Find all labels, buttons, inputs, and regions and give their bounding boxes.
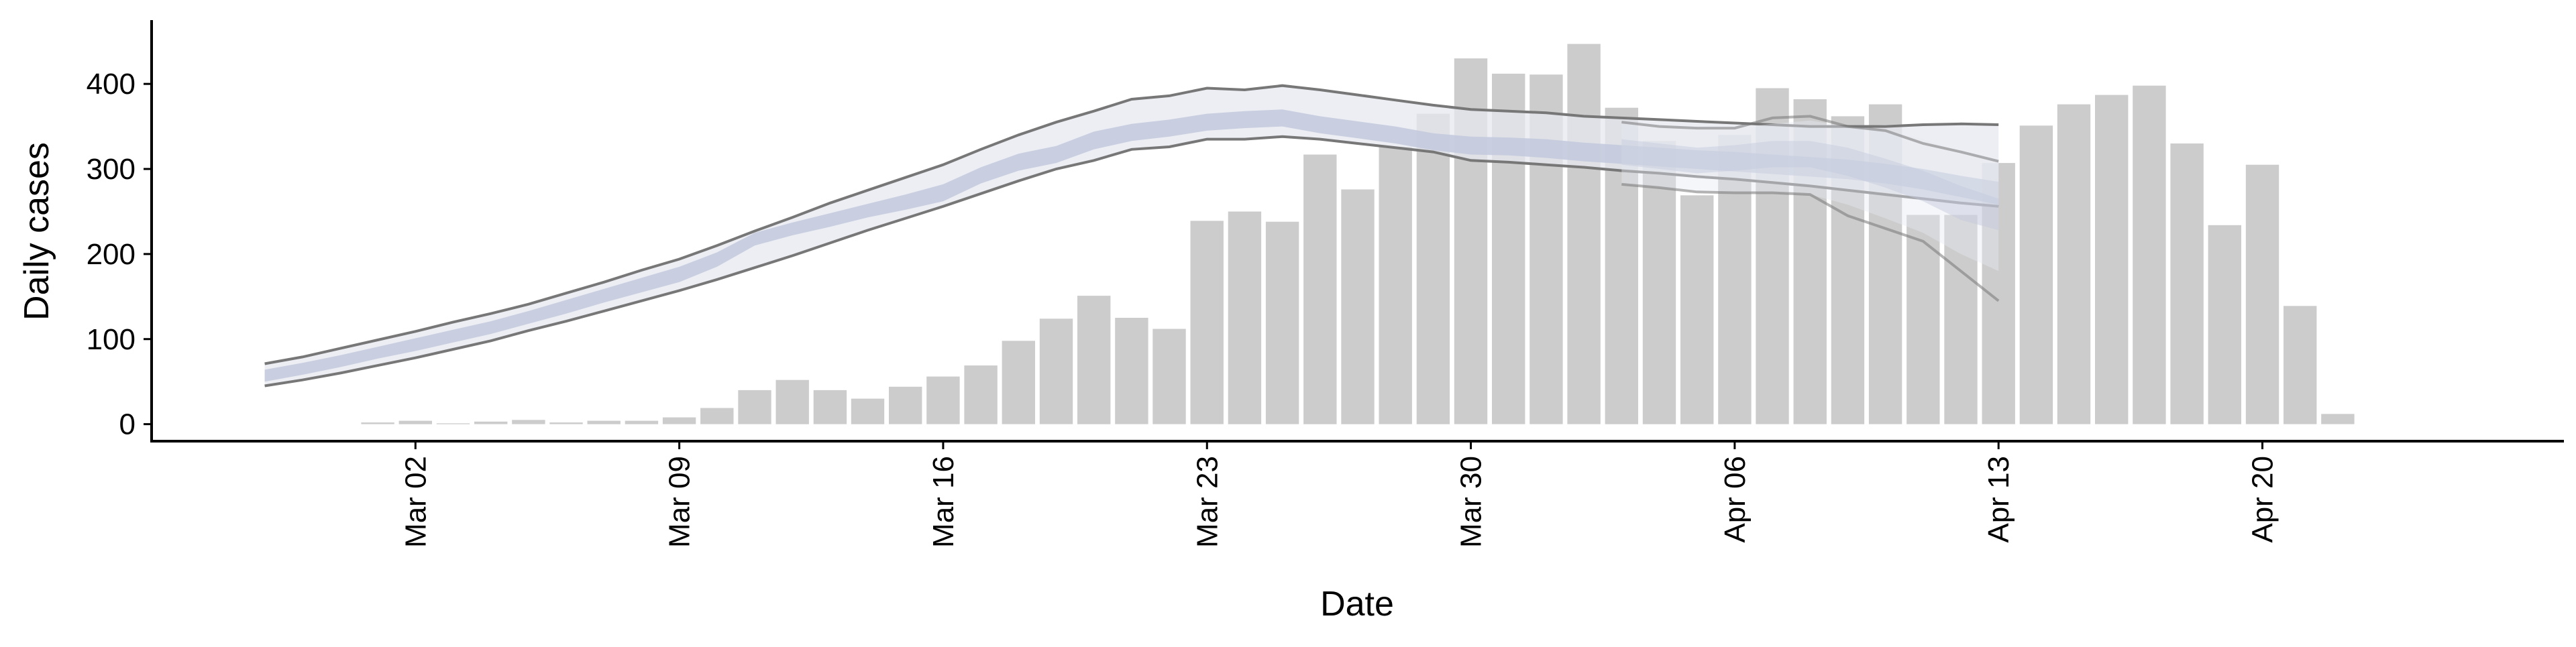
case-bar-2020-04-20	[2245, 164, 2279, 424]
case-bar-2020-03-28	[1379, 147, 1412, 424]
y-axis-label: Daily cases	[17, 142, 56, 320]
case-bar-2020-04-06	[1718, 135, 1752, 424]
y-tick-label-300: 300	[87, 153, 136, 186]
case-bar-2020-03-26	[1303, 154, 1337, 424]
case-bar-2020-03-27	[1341, 189, 1375, 424]
x-tick-label-2020-04-13: Apr 13	[1982, 456, 2015, 543]
y-tick-label-200: 200	[87, 238, 136, 271]
case-bar-2020-04-12	[1944, 215, 1978, 424]
case-bar-2020-03-07	[587, 420, 621, 424]
case-bar-2020-03-13	[813, 390, 847, 424]
estimate-upper-line	[264, 84, 1999, 365]
case-bar-2020-03-09	[662, 417, 696, 424]
case-bar-2020-04-16	[2095, 95, 2129, 424]
x-tick-label-2020-03-16: Mar 16	[927, 456, 960, 548]
x-tick-label-2020-03-09: Mar 09	[663, 456, 696, 548]
case-bar-2020-03-15	[889, 386, 922, 424]
case-bar-2020-03-01	[361, 422, 394, 424]
case-bar-2020-04-14	[2019, 125, 2053, 424]
case-bar-2020-04-15	[2057, 104, 2091, 424]
case-bar-2020-03-17	[964, 365, 998, 424]
x-axis-label: Date	[1320, 585, 1394, 624]
case-bar-2020-03-18	[1002, 341, 1035, 424]
case-bar-2020-03-23	[1190, 221, 1224, 424]
x-tick-label-2020-03-23: Mar 23	[1191, 456, 1224, 548]
case-bar-2020-03-08	[625, 420, 659, 424]
case-bar-2020-04-05	[1680, 195, 1714, 424]
case-bar-2020-04-02	[1567, 44, 1601, 424]
case-bar-2020-03-24	[1228, 211, 1262, 424]
case-bar-2020-03-04	[474, 421, 508, 424]
case-bar-2020-04-11	[1907, 215, 1940, 424]
case-bar-2020-03-19	[1039, 318, 1073, 424]
forecast-lower-line	[1621, 182, 2000, 302]
case-bar-2020-03-11	[738, 390, 771, 424]
x-tick-label-2020-03-30: Mar 30	[1455, 456, 1488, 548]
case-bar-2020-03-25	[1265, 221, 1299, 424]
y-tick-label-400: 400	[87, 68, 136, 101]
bars-layer	[361, 44, 2355, 424]
case-bar-2020-04-21	[2284, 306, 2317, 424]
case-bar-2020-03-22	[1152, 329, 1186, 424]
case-bar-2020-03-06	[549, 422, 583, 424]
forecast-upper-line	[1621, 115, 1999, 163]
case-bar-2020-03-03	[436, 423, 470, 424]
case-bar-2020-04-19	[2208, 225, 2241, 424]
x-tick-label-2020-03-02: Mar 02	[399, 456, 432, 548]
estimate-lower-line	[264, 135, 1999, 388]
forecast-band-90	[1621, 120, 1999, 272]
case-bar-2020-03-05	[512, 420, 545, 424]
case-bar-2020-03-14	[851, 398, 885, 424]
case-bar-2020-04-17	[2133, 85, 2166, 424]
case-bar-2020-03-10	[700, 408, 734, 424]
x-tick-label-2020-04-20: Apr 20	[2247, 456, 2279, 543]
forecast-band-50	[1621, 139, 1999, 231]
y-tick-label-100: 100	[87, 323, 136, 356]
axes-layer: 0 100 200 300 400 Mar 02 Mar 09 Mar 16 Mar 23 Mar…	[87, 20, 2564, 548]
x-tick-label-2020-04-06: Apr 06	[1719, 456, 1752, 543]
case-bar-2020-03-20	[1077, 296, 1111, 424]
case-bar-2020-03-02	[398, 420, 432, 424]
case-bar-2020-04-22	[2321, 414, 2355, 424]
y-tick-label-0: 0	[119, 408, 136, 441]
case-bar-2020-04-18	[2170, 143, 2204, 424]
case-bar-2020-03-29	[1416, 113, 1450, 424]
estimate-band-90	[264, 85, 1999, 386]
case-bar-2020-03-12	[775, 379, 809, 424]
bands-layer	[264, 84, 2000, 388]
case-bar-2020-03-16	[926, 376, 960, 424]
case-bar-2020-03-21	[1115, 318, 1148, 424]
labels-layer: Daily cases Date	[17, 142, 1394, 624]
